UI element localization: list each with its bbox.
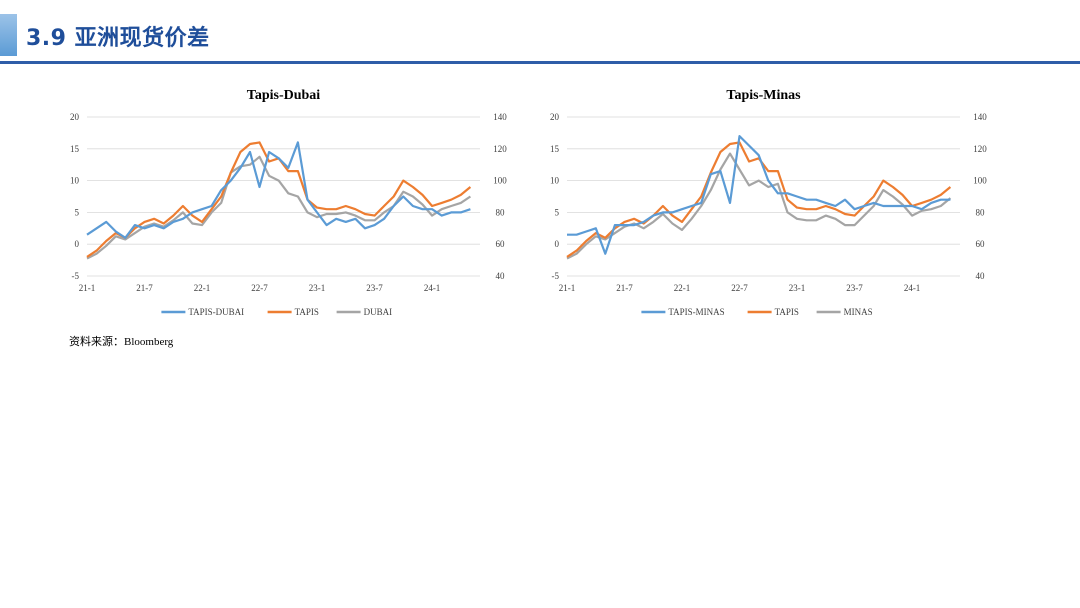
tapis-minas-series-tapis [566,141,952,258]
tapis-minas-ytick-left: 20 [550,112,560,122]
tapis-dubai-ytick-left: -5 [72,271,80,281]
tapis-dubai-legend-label: DUBAI [364,307,393,317]
tapis-dubai-xtick: 23-1 [309,283,326,293]
tapis-minas-xtick: 24-1 [904,283,921,293]
tapis-dubai-ytick-right: 40 [496,271,506,281]
tapis-dubai-series-dubai [86,155,472,260]
source-note: 资料来源：Bloomberg [69,333,173,349]
tapis-dubai-xtick: 23-7 [366,283,383,293]
header-accent-bar [0,14,17,56]
tapis-dubai-title: Tapis-Dubai [247,88,321,103]
tapis-minas-legend-label: TAPIS [775,307,799,317]
tapis-dubai-xtick: 22-1 [194,283,211,293]
tapis-minas-xtick: 21-7 [616,283,633,293]
tapis-minas-ytick-right: 80 [976,207,986,217]
source-name: Bloomberg [124,336,174,348]
tapis-dubai-legend-label: TAPIS-DUBAI [188,307,244,317]
tapis-dubai-ytick-left: 5 [75,207,80,217]
source-label: 资料来源： [69,335,124,348]
tapis-minas-ytick-left: 5 [555,207,560,217]
tapis-minas-ytick-right: 140 [973,112,987,122]
tapis-dubai-ytick-right: 80 [496,207,506,217]
tapis-minas-ytick-left: 0 [555,239,560,249]
tapis-dubai-xtick: 21-1 [79,283,96,293]
tapis-minas-ytick-right: 100 [973,176,987,186]
tapis-minas-ytick-left: -5 [552,271,560,281]
tapis-dubai-series-tapis-dubai [86,141,471,239]
tapis-minas-ytick-left: 15 [550,144,560,154]
tapis-minas-xtick: 21-1 [559,283,576,293]
tapis-minas-xtick: 22-7 [731,283,748,293]
tapis-minas-ytick-right: 40 [976,271,986,281]
tapis-minas-xtick: 22-1 [674,283,691,293]
header-divider [0,61,1080,64]
tapis-minas-xtick: 23-1 [789,283,806,293]
tapis-minas-title: Tapis-Minas [726,88,801,103]
tapis-dubai-ytick-left: 10 [70,176,80,186]
tapis-minas-legend-label: TAPIS-MINAS [668,307,724,317]
tapis-minas-xtick: 23-7 [846,283,863,293]
tapis-dubai-ytick-left: 15 [70,144,80,154]
chart-tapis-minas: Tapis-Minas -5 0 5 10 15 20 40 60 80 100 120 140 21-1… [550,88,987,317]
tapis-dubai-ytick-right: 100 [493,176,507,186]
tapis-minas-ytick-right: 120 [973,144,987,154]
tapis-minas-series-tapis-minas [567,134,951,255]
tapis-dubai-xtick: 22-7 [251,283,268,293]
tapis-dubai-ytick-right: 140 [493,112,507,122]
tapis-dubai-legend-label: TAPIS [295,307,319,317]
tapis-dubai-ytick-left: 0 [75,239,80,249]
tapis-dubai-ytick-left: 20 [70,112,80,122]
tapis-dubai-xtick: 24-1 [424,283,441,293]
tapis-minas-ytick-left: 10 [550,176,560,186]
chart-tapis-dubai: Tapis-Dubai -5 0 5 10 15 20 40 60 80 100 120 140 21-1… [70,88,507,317]
tapis-minas-legend-label: MINAS [844,307,873,317]
tapis-dubai-ytick-right: 60 [496,239,506,249]
tapis-minas-ytick-right: 60 [976,239,986,249]
page-title: 3.9 亚洲现货价差 [26,26,210,51]
tapis-dubai-ytick-right: 120 [493,144,507,154]
tapis-dubai-xtick: 21-7 [136,283,153,293]
